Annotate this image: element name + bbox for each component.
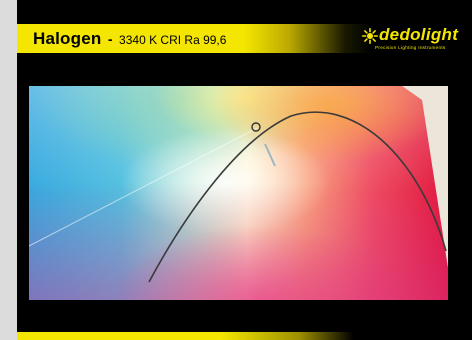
color-gamut — [29, 86, 448, 300]
reference-line — [29, 127, 258, 247]
planckian-locus-curve — [148, 111, 447, 283]
chromaticity-diagram — [29, 86, 448, 300]
title-separator: - — [107, 31, 113, 47]
header-bar — [17, 24, 472, 53]
logo-tagline: Precision Lighting Instruments — [375, 45, 446, 50]
sun-icon — [362, 28, 378, 44]
pointer-mark — [264, 143, 276, 167]
footer-bar — [17, 332, 472, 340]
light-spec: 3340 K CRI Ra 99,6 — [119, 33, 227, 47]
header-title: Halogen - 3340 K CRI Ra 99,6 — [33, 28, 226, 50]
page-title: Halogen — [33, 29, 102, 48]
dedolight-logo: dedolight Precision Lighting Instruments — [362, 25, 466, 54]
logo-wordmark: dedolight — [379, 25, 459, 44]
color-point-marker — [251, 122, 261, 132]
